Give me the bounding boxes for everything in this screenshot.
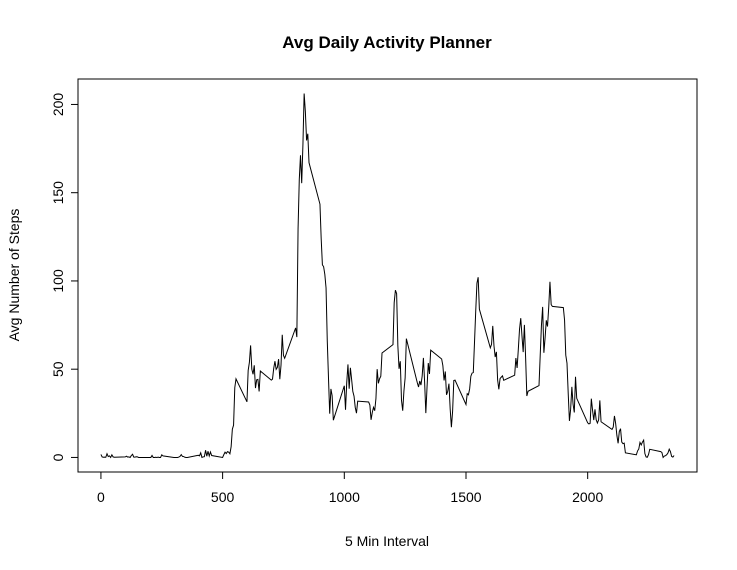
- x-tick-label: 1000: [329, 489, 360, 505]
- chart-title: Avg Daily Activity Planner: [282, 33, 492, 52]
- x-tick-label: 2000: [572, 489, 603, 505]
- x-tick-label: 0: [97, 489, 105, 505]
- y-axis-label: Avg Number of Steps: [6, 209, 22, 342]
- data-line: [100, 93, 675, 459]
- x-tick-label: 500: [211, 489, 235, 505]
- y-tick-label: 50: [50, 361, 66, 377]
- x-axis-label: 5 Min Interval: [345, 533, 429, 549]
- y-tick-label: 200: [50, 93, 66, 117]
- x-tick-label: 1500: [450, 489, 481, 505]
- y-tick-label: 150: [50, 181, 66, 205]
- y-tick-label: 100: [50, 269, 66, 293]
- y-tick-label: 0: [50, 453, 66, 461]
